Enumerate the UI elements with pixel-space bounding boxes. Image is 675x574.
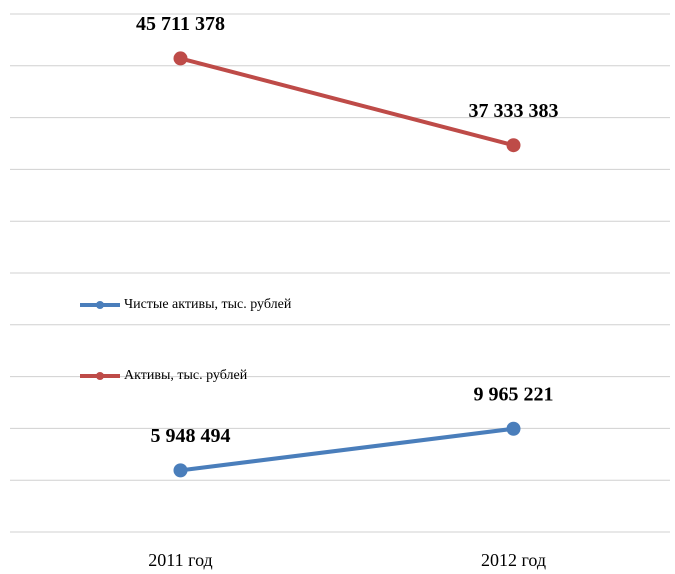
data-label: 37 333 383 [469, 100, 559, 122]
data-point [506, 138, 521, 153]
legend-marker [96, 301, 104, 309]
data-label: 5 948 494 [151, 425, 231, 447]
data-point [173, 463, 188, 478]
legend-label: Чистые активы, тыс. рублей [124, 297, 292, 312]
series-line [180, 426, 514, 473]
data-label: 45 711 378 [136, 13, 225, 35]
data-point [506, 421, 521, 436]
legend-marker [96, 372, 104, 380]
x-tick-label: 2011 год [148, 550, 212, 570]
data-label: 9 965 221 [474, 383, 554, 405]
series-line [179, 56, 515, 148]
legend-label: Активы, тыс. рублей [124, 368, 248, 383]
data-point [173, 51, 188, 66]
x-tick-label: 2012 год [481, 550, 546, 570]
